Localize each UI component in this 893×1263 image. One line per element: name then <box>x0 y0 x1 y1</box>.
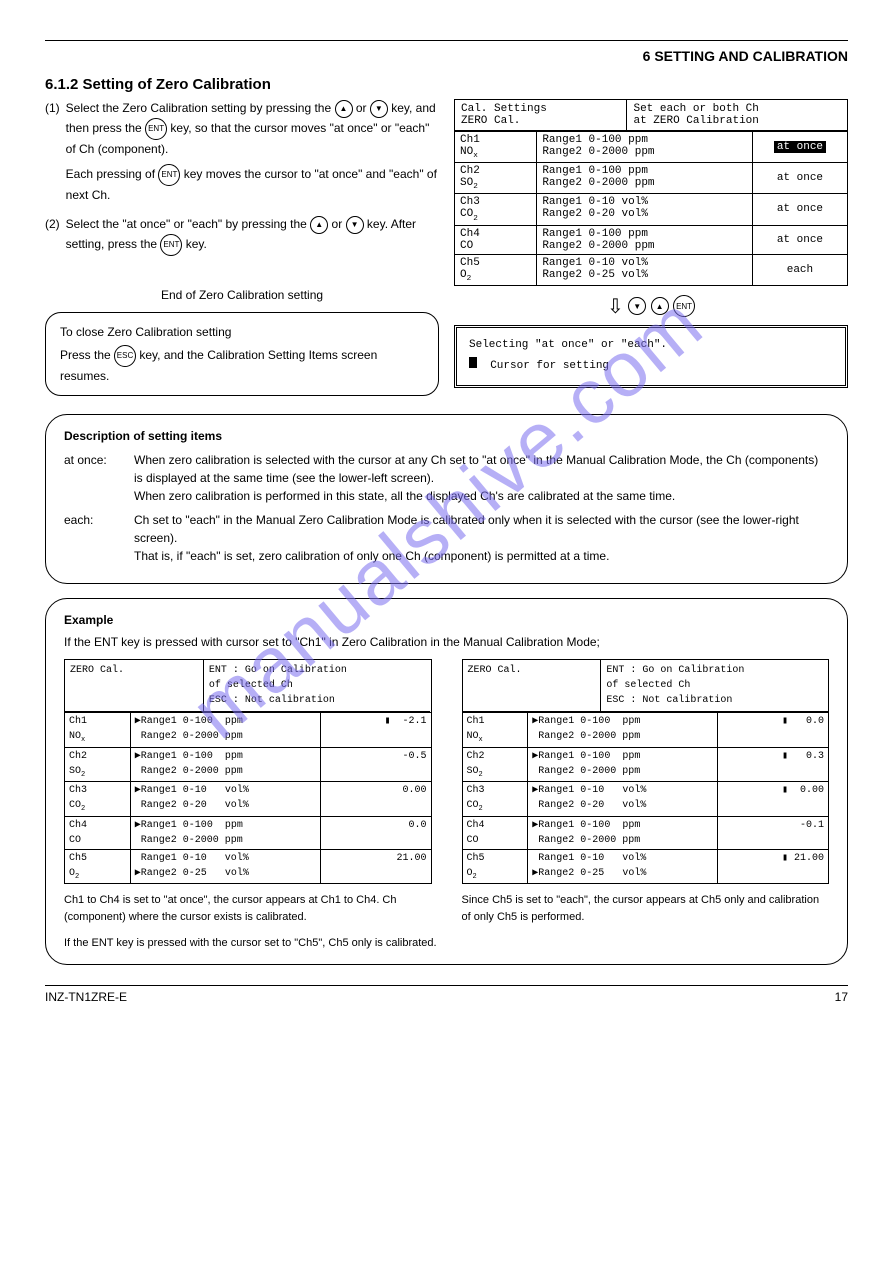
left-caption: Ch1 to Ch4 is set to "at once", the curs… <box>64 892 432 925</box>
lcd-small-row: Ch3CO2▶Range1 0-10 vol% Range2 0-20 vol%… <box>65 781 431 816</box>
instructions-block: (1) Select the Zero Calibration setting … <box>45 99 439 396</box>
lcd-right-desc: ENT : Go on Calibration of selected Ch E… <box>601 660 828 712</box>
lcd-small-row: Ch2SO2▶Range1 0-100 ppm Range2 0-2000 pp… <box>463 747 829 782</box>
doc-code: INZ-TN1ZRE-E <box>45 990 127 1004</box>
lcd-left-title: ZERO Cal. <box>65 660 204 712</box>
desc-title: Description of setting items <box>64 427 829 445</box>
section-title: 6.1.2 Setting of Zero Calibration <box>45 76 848 93</box>
lcd-row: Ch3CO2Range1 0-10 vol%Range2 0-20 vol%at… <box>455 193 847 224</box>
lcd-example-left: ZERO Cal. ENT : Go on Calibration of sel… <box>64 659 432 884</box>
lcd-title-left: Cal. Settings ZERO Cal. <box>455 100 627 131</box>
example-end: If the ENT key is pressed with the curso… <box>64 935 829 952</box>
ent-button-2[interactable]: ENT <box>158 164 180 186</box>
instr-3d: key. <box>186 237 207 251</box>
up-small-icon[interactable]: ▲ <box>651 297 669 315</box>
lcd-small-row: Ch1NOx▶Range1 0-100 ppm Range2 0-2000 pp… <box>463 712 829 747</box>
close-instruction-box: To close Zero Calibration setting Press … <box>45 312 439 396</box>
lcd-title-right: Set each or both Ch at ZERO Calibration <box>627 100 847 131</box>
description-box: Description of setting items at once:Whe… <box>45 414 848 584</box>
page-header: 6 SETTING AND CALIBRATION <box>45 48 848 64</box>
instr-3b: or <box>332 217 343 231</box>
ent-button-4[interactable]: ENT <box>673 295 695 317</box>
down-icon-2[interactable]: ▼ <box>346 216 364 234</box>
lcd-row: Ch5O2Range1 0-10 vol%Range2 0-25 vol%eac… <box>455 254 847 285</box>
down-arrow-icon: ⇩ <box>607 294 624 319</box>
example-title: Example <box>64 611 829 629</box>
lcd-row: Ch4CORange1 0-100 ppmRange2 0-2000 ppmat… <box>455 225 847 254</box>
lcd-small-row: Ch3CO2▶Range1 0-10 vol% Range2 0-20 vol%… <box>463 781 829 816</box>
lcd-example-right: ZERO Cal. ENT : Go on Calibration of sel… <box>462 659 830 884</box>
example-box: Example If the ENT key is pressed with c… <box>45 598 848 965</box>
up-icon-2[interactable]: ▲ <box>310 216 328 234</box>
instr-3a: Select the "at once" or "each" by pressi… <box>66 217 307 231</box>
lcd-small-row: Ch1NOx▶Range1 0-100 ppm Range2 0-2000 pp… <box>65 712 431 747</box>
down-icon[interactable]: ▼ <box>370 100 388 118</box>
lcd-small-row: Ch5O2 Range1 0-10 vol% ▶Range2 0-25 vol%… <box>65 849 431 884</box>
down-small-icon[interactable]: ▼ <box>628 297 646 315</box>
instr-1a: Select the Zero Calibration setting by p… <box>66 101 331 115</box>
lcd-small-row: Ch4CO▶Range1 0-100 ppm Range2 0-2000 ppm… <box>65 816 431 849</box>
right-caption: Since Ch5 is set to "each", the cursor a… <box>462 892 830 925</box>
cursor-info-line: Selecting "at once" or "each". <box>469 338 833 353</box>
cursor-info-box: Selecting "at once" or "each". Cursor fo… <box>454 325 848 388</box>
ent-button-1[interactable]: ENT <box>145 118 167 140</box>
up-icon[interactable]: ▲ <box>335 100 353 118</box>
instr-2a: Each pressing of <box>66 168 155 182</box>
page-number: 17 <box>835 990 848 1004</box>
cursor-note: Cursor for setting <box>490 360 609 372</box>
lcd-small-row: Ch4CO▶Range1 0-100 ppm Range2 0-2000 ppm… <box>463 816 829 849</box>
end-setting-text: End of Zero Calibration setting <box>45 286 439 305</box>
esc-button[interactable]: ESC <box>114 345 136 367</box>
lcd-main: Cal. Settings ZERO Cal. Set each or both… <box>454 99 848 286</box>
lcd-row: Ch2SO2Range1 0-100 ppmRange2 0-2000 ppma… <box>455 162 847 193</box>
lcd-small-row: Ch2SO2▶Range1 0-100 ppm Range2 0-2000 pp… <box>65 747 431 782</box>
lcd-row: Ch1NOxRange1 0-100 ppmRange2 0-2000 ppma… <box>455 131 847 162</box>
lcd-right-title: ZERO Cal. <box>463 660 602 712</box>
ent-button-3[interactable]: ENT <box>160 234 182 256</box>
lcd-left-desc: ENT : Go on Calibration of selected Ch E… <box>204 660 431 712</box>
lcd-small-row: Ch5O2 Range1 0-10 vol% ▶Range2 0-25 vol%… <box>463 849 829 884</box>
example-intro: If the ENT key is pressed with cursor se… <box>64 633 829 651</box>
